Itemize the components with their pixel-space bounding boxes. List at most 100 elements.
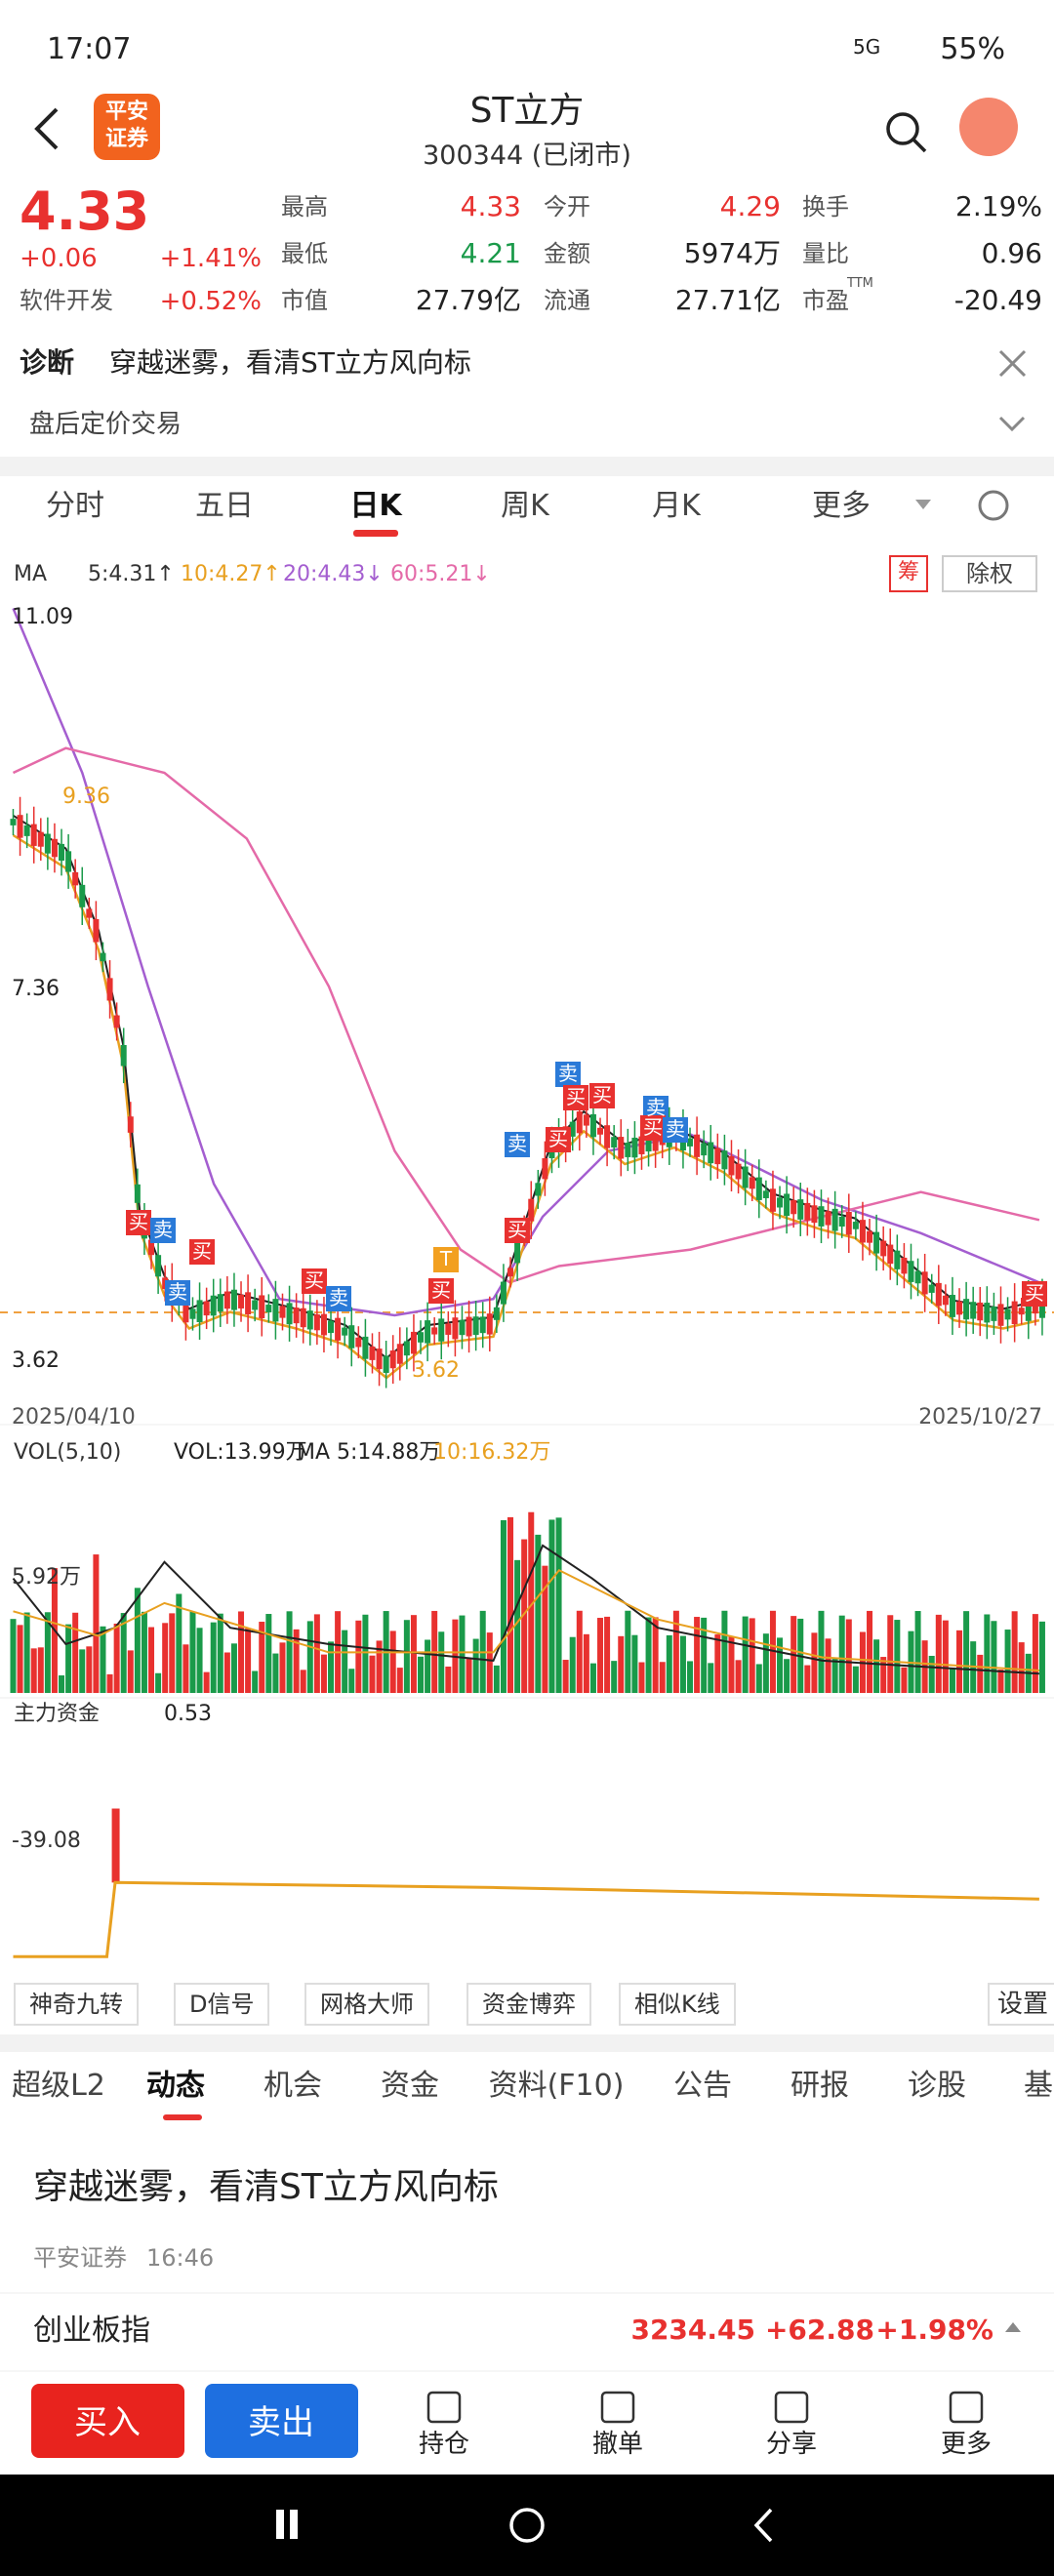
volume-bar <box>562 1660 569 1693</box>
volume-bar <box>714 1634 721 1693</box>
volume-bar <box>652 1617 659 1693</box>
volume-bar <box>769 1610 776 1693</box>
tool-button[interactable]: 神奇九转 <box>14 1983 139 2026</box>
buy-button[interactable] <box>31 2384 184 2458</box>
notice-text[interactable]: 穿越迷雾，看清ST立方风向标 <box>109 346 471 379</box>
tool-button[interactable]: D信号 <box>174 1983 270 2026</box>
start-date: 2025/04/10 <box>12 1405 136 1429</box>
volume-bar <box>928 1655 935 1693</box>
tool-button[interactable]: 网格大师 <box>304 1983 429 2026</box>
info-tab[interactable]: 诊股 <box>908 2069 966 2103</box>
volume-bar <box>169 1613 176 1693</box>
stat-label: 市值 <box>281 287 328 314</box>
ma-value: 20:4.43↓ <box>283 562 384 586</box>
candle <box>777 1197 784 1208</box>
expand-icon[interactable] <box>998 416 1026 432</box>
chart-tab[interactable]: 日K <box>349 489 402 523</box>
logo: 平安 <box>104 100 149 124</box>
stat-label: 市盈 <box>802 287 849 314</box>
volume-bar <box>113 1623 120 1693</box>
info-tab[interactable]: 研报 <box>790 2069 849 2103</box>
candle <box>445 1323 452 1335</box>
volume-bar <box>777 1637 784 1693</box>
news-title[interactable]: 穿越迷雾，看清ST立方风向标 <box>33 2167 499 2207</box>
tool-button[interactable]: 资金博弈 <box>466 1983 591 2026</box>
chip[interactable]: 筹 <box>897 560 920 584</box>
candle <box>272 1299 279 1322</box>
chart-tab[interactable]: 五日 <box>195 489 254 523</box>
info-tab[interactable]: 资金 <box>381 2069 439 2103</box>
signal: 买 <box>548 1127 568 1150</box>
candle <box>500 1281 507 1305</box>
buy-label[interactable]: 买入 <box>74 2403 141 2442</box>
volume-bar <box>134 1588 141 1693</box>
volume-bar <box>376 1640 383 1693</box>
nav-back[interactable] <box>753 2508 773 2543</box>
info-tab[interactable]: 公告 <box>673 2069 732 2103</box>
nav-recent[interactable] <box>276 2510 284 2539</box>
volume-bar <box>708 1663 714 1693</box>
info-tab[interactable]: 基 <box>1024 2069 1053 2103</box>
info-tab[interactable]: 动态 <box>146 2069 205 2103</box>
candle <box>1032 1302 1038 1314</box>
info-tab[interactable]: 机会 <box>264 2069 322 2103</box>
close-icon[interactable] <box>998 349 1027 378</box>
back-icon[interactable] <box>34 107 59 150</box>
info-tab[interactable]: 资料(F10) <box>488 2069 625 2103</box>
chart-tab[interactable]: 周K <box>501 489 549 523</box>
after-hours[interactable]: 盘后定价交易 <box>29 410 182 439</box>
volume-bar <box>535 1534 542 1693</box>
action-label[interactable]: 撤单 <box>591 2430 644 2459</box>
action-label[interactable]: 更多 <box>940 2430 993 2459</box>
candle <box>589 1113 596 1138</box>
candle <box>942 1295 949 1306</box>
chart-tab[interactable]: 分时 <box>46 489 104 523</box>
candle <box>735 1163 742 1180</box>
volume-bar <box>721 1610 728 1693</box>
volume-bar <box>694 1617 701 1693</box>
candle <box>638 1136 645 1154</box>
tool-button[interactable]: 相似K线 <box>619 1983 736 2026</box>
volume-bar <box>342 1630 348 1693</box>
volume-bar <box>17 1625 23 1693</box>
sell-button[interactable] <box>205 2384 358 2458</box>
candle <box>217 1294 223 1312</box>
avatar[interactable] <box>959 98 1018 156</box>
stat-value: 2.19% <box>955 190 1042 222</box>
candle <box>742 1166 749 1188</box>
search-icon[interactable] <box>886 112 919 145</box>
settings-icon[interactable] <box>978 490 1009 521</box>
fund-line <box>13 1880 1039 1958</box>
candle <box>210 1295 217 1316</box>
volume-bar <box>252 1670 259 1693</box>
volume-bar <box>542 1565 548 1693</box>
separator <box>0 2034 1054 2052</box>
candle <box>120 1044 127 1067</box>
ma-value: 60:5.21↓ <box>390 562 491 586</box>
action-label[interactable]: 分享 <box>765 2430 818 2459</box>
action-label[interactable]: 持仓 <box>418 2430 470 2459</box>
sell-label[interactable]: 卖出 <box>248 2403 314 2442</box>
volume-bar <box>223 1652 230 1693</box>
volume-bar <box>148 1627 155 1693</box>
signal: 买 <box>1025 1281 1044 1305</box>
volume-bar <box>44 1612 51 1693</box>
settings-button[interactable]: 设置 <box>988 1983 1054 2026</box>
nav-home[interactable] <box>509 2508 545 2543</box>
vol-ma10: 10:16.32万 <box>433 1440 551 1465</box>
volume-bar <box>418 1656 425 1693</box>
chart-tab[interactable]: 更多 <box>812 489 871 523</box>
signal-box <box>640 1115 666 1141</box>
candle <box>44 833 51 854</box>
candle <box>880 1240 887 1257</box>
candle <box>769 1188 776 1212</box>
chart-tab[interactable]: 月K <box>652 489 701 523</box>
vol-axis: 5.92万 <box>12 1565 81 1590</box>
volume-bar <box>362 1614 369 1693</box>
candle <box>203 1301 210 1316</box>
signal-box <box>302 1268 327 1294</box>
info-tab[interactable]: 超级L2 <box>12 2069 105 2103</box>
adjust[interactable]: 除权 <box>966 560 1013 587</box>
volume-bar <box>831 1658 838 1693</box>
funds-name: 主力资金 <box>14 1702 101 1726</box>
